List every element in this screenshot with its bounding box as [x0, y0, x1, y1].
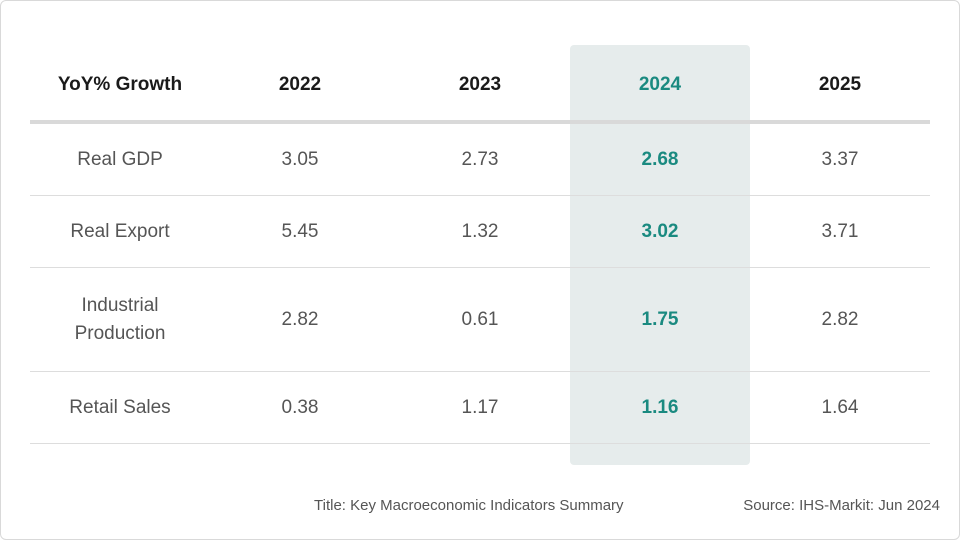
column-header-2024: 2024	[570, 50, 750, 124]
cell-value: 5.45	[210, 195, 390, 268]
cell-value: 3.37	[750, 122, 930, 196]
column-header-2025: 2025	[750, 50, 930, 124]
header-row: YoY% Growth 2022 2023 2024 2025	[30, 50, 930, 124]
table-row: Retail Sales 0.38 1.17 1.16 1.64	[30, 371, 930, 444]
source-footnote: Source: IHS-Markit: Jun 2024	[743, 497, 940, 514]
indicators-table: YoY% Growth 2022 2023 2024 2025 Real GDP…	[30, 50, 930, 444]
cell-value-highlighted: 2.68	[570, 122, 750, 196]
table-row: Real Export 5.45 1.32 3.02 3.71	[30, 195, 930, 268]
cell-value-highlighted: 1.75	[570, 267, 750, 372]
row-label-real-gdp: Real GDP	[30, 122, 210, 196]
cell-value: 2.82	[750, 267, 930, 372]
cell-value: 1.64	[750, 371, 930, 444]
column-header-2022: 2022	[210, 50, 390, 124]
chart-title-footnote: Title: Key Macroeconomic Indicators Summ…	[314, 497, 624, 514]
cell-value: 1.17	[390, 371, 570, 444]
cell-value-highlighted: 3.02	[570, 195, 750, 268]
cell-value: 1.32	[390, 195, 570, 268]
cell-value: 2.82	[210, 267, 390, 372]
column-header-2023: 2023	[390, 50, 570, 124]
cell-value: 0.61	[390, 267, 570, 372]
row-label-industrial-production: Industrial Production	[30, 267, 210, 372]
cell-value: 3.71	[750, 195, 930, 268]
row-label-retail-sales: Retail Sales	[30, 371, 210, 444]
row-label-real-export: Real Export	[30, 195, 210, 268]
table-row: Real GDP 3.05 2.73 2.68 3.37	[30, 122, 930, 196]
cell-value: 2.73	[390, 122, 570, 196]
table-row: Industrial Production 2.82 0.61 1.75 2.8…	[30, 267, 930, 372]
cell-value-highlighted: 1.16	[570, 371, 750, 444]
header-label: YoY% Growth	[30, 50, 210, 124]
cell-value: 3.05	[210, 122, 390, 196]
cell-value: 0.38	[210, 371, 390, 444]
